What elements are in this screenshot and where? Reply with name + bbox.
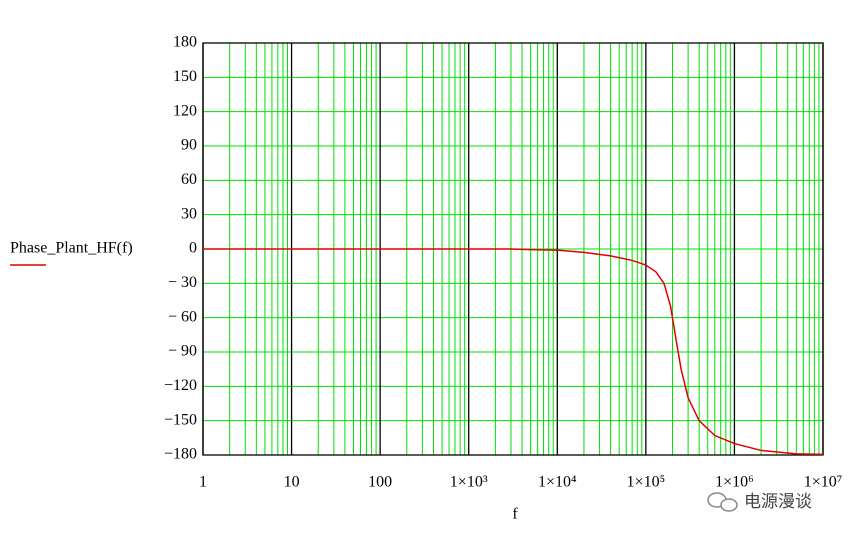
y-tick-label: 90	[181, 137, 197, 154]
y-tick-label: − 60	[168, 308, 197, 325]
y-tick-label: 60	[181, 171, 197, 188]
x-tick-label: 100	[368, 474, 392, 491]
watermark: 电源漫谈	[744, 492, 812, 512]
y-tick-label: 30	[181, 205, 197, 222]
y-tick-label: 180	[173, 34, 197, 51]
x-axis-label: f	[512, 506, 518, 523]
y-tick-label: −150	[164, 411, 197, 428]
x-tick-label: 1×10⁷	[804, 474, 843, 491]
x-tick-label: 1×10³	[450, 474, 488, 491]
x-tick-label: 1×10⁵	[627, 474, 666, 491]
y-tick-label: − 90	[168, 343, 197, 360]
legend-label: Phase_Plant_HF(f)	[10, 240, 133, 257]
y-tick-label: −120	[164, 377, 197, 394]
x-tick-label: 1×10⁶	[715, 474, 754, 491]
x-tick-label: 1	[199, 474, 207, 491]
x-tick-label: 1×10⁴	[538, 474, 577, 491]
y-tick-label: 0	[189, 240, 197, 257]
watermark-icon	[707, 492, 738, 512]
x-tick-label: 10	[284, 474, 300, 491]
y-tick-label: 120	[173, 102, 197, 119]
y-tick-label: 150	[173, 68, 197, 85]
series-line	[203, 248, 824, 456]
y-tick-label: − 30	[168, 274, 197, 291]
y-tick-label: −180	[164, 446, 197, 463]
